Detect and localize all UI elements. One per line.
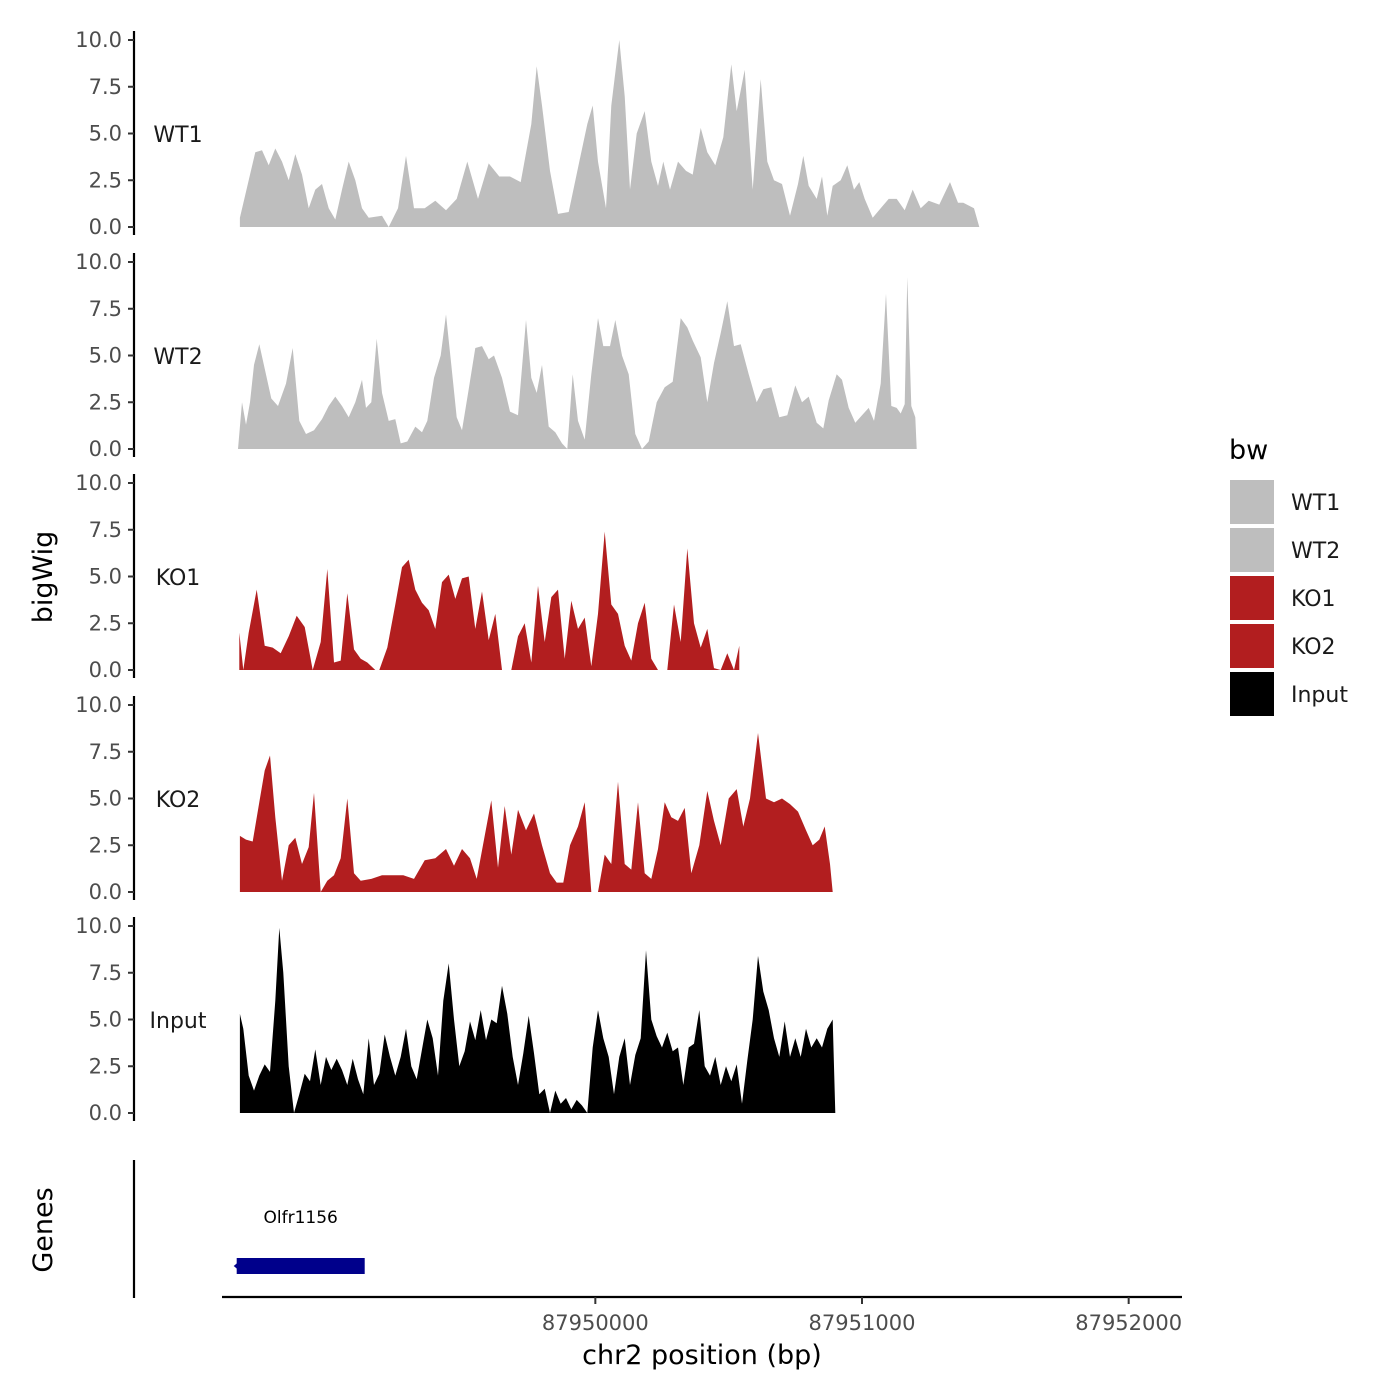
x-axis-title: chr2 position (bp) xyxy=(582,1340,822,1371)
y-tick-label: 5.0 xyxy=(89,565,122,589)
legend-label-input: Input xyxy=(1291,683,1348,708)
y-tick-label: 7.5 xyxy=(89,961,122,985)
track-label: KO2 xyxy=(156,788,201,813)
genes-axis-title: Genes xyxy=(28,1187,59,1272)
signal-tracks: 0.02.55.07.510.0WT10.02.55.07.510.0WT20.… xyxy=(75,28,980,1125)
y-tick-label: 2.5 xyxy=(89,833,122,857)
track-label: KO1 xyxy=(156,566,201,591)
legend-key-ko2 xyxy=(1228,622,1276,670)
track-label: Input xyxy=(150,1009,207,1034)
area-ko2 xyxy=(239,755,592,892)
track-ko2: 0.0 2.5 5.0 7.5 10.0 KO2 xyxy=(75,693,833,904)
y-tick-label: 7.5 xyxy=(89,297,122,321)
area-ko2 xyxy=(598,733,833,892)
y-tick-label: 2.5 xyxy=(89,611,122,635)
gene-strand-arrow xyxy=(233,1261,240,1271)
gene-body xyxy=(236,1258,365,1274)
legend-key-ko1 xyxy=(1228,574,1276,622)
legend-key-wt2 xyxy=(1228,526,1276,574)
x-tick-label: 87952000 xyxy=(1075,1311,1182,1335)
y-tick-label: 5.0 xyxy=(89,344,122,368)
legend-key-input xyxy=(1228,670,1276,718)
legend-label-ko2: KO2 xyxy=(1291,635,1336,660)
y-tick-label: 2.5 xyxy=(89,390,122,414)
y-tick-label: 0.0 xyxy=(89,658,122,682)
legend-label-ko1: KO1 xyxy=(1291,587,1336,612)
y-tick-label: 0.0 xyxy=(89,1101,122,1125)
y-axis-title: bigWig xyxy=(28,531,59,624)
y-tick-label: 5.0 xyxy=(89,787,122,811)
y-tick-label: 0.0 xyxy=(89,437,122,461)
y-tick-label: 10.0 xyxy=(75,250,122,274)
legend-label-wt2: WT2 xyxy=(1291,539,1340,564)
y-tick-label: 2.5 xyxy=(89,168,122,192)
area-ko1 xyxy=(667,548,740,670)
legend-title: bw xyxy=(1229,435,1268,466)
y-tick-label: 5.0 xyxy=(89,122,122,146)
legend-key-wt1 xyxy=(1228,478,1276,526)
area-ko1 xyxy=(379,559,502,670)
area-wt1 xyxy=(239,40,980,227)
track-input: 0.0 2.5 5.0 7.5 10.0 Input xyxy=(75,914,836,1125)
y-tick-label: 7.5 xyxy=(89,518,122,542)
y-tick-label: 2.5 xyxy=(89,1054,122,1078)
y-tick-label: 7.5 xyxy=(89,75,122,99)
x-tick-label: 87950000 xyxy=(542,1311,649,1335)
track-ko1: 0.0 2.5 5.0 7.5 10.0 KO1 xyxy=(75,471,740,682)
x-tick-label: 87951000 xyxy=(809,1311,916,1335)
y-tick-label: 10.0 xyxy=(75,693,122,717)
area-input xyxy=(239,927,836,1113)
track-label: WT2 xyxy=(153,345,202,370)
y-tick-label: 10.0 xyxy=(75,471,122,495)
y-tick-label: 5.0 xyxy=(89,1008,122,1032)
y-tick-label: 10.0 xyxy=(75,28,122,52)
y-tick-label: 0.0 xyxy=(89,215,122,239)
gene-label: Olfr1156 xyxy=(264,1208,338,1228)
legend: bw WT1 WT2 KO1 KO2 Input xyxy=(1228,435,1348,718)
y-tick-label: 10.0 xyxy=(75,914,122,938)
area-wt2 xyxy=(238,277,917,449)
area-ko1 xyxy=(511,531,658,670)
legend-label-wt1: WT1 xyxy=(1291,491,1340,516)
y-tick-label: 0.0 xyxy=(89,880,122,904)
track-wt2: 0.0 2.5 5.0 7.5 10.0 WT2 xyxy=(75,250,917,461)
y-tick-label: 7.5 xyxy=(89,740,122,764)
track-label: WT1 xyxy=(153,123,202,148)
area-ko1 xyxy=(239,569,376,670)
x-axis: 87950000 87951000 87952000 xyxy=(222,1295,1182,1335)
gene-panel: Olfr1156 xyxy=(132,1160,365,1298)
track-wt1: 0.0 2.5 5.0 7.5 10.0 WT1 xyxy=(75,28,980,239)
